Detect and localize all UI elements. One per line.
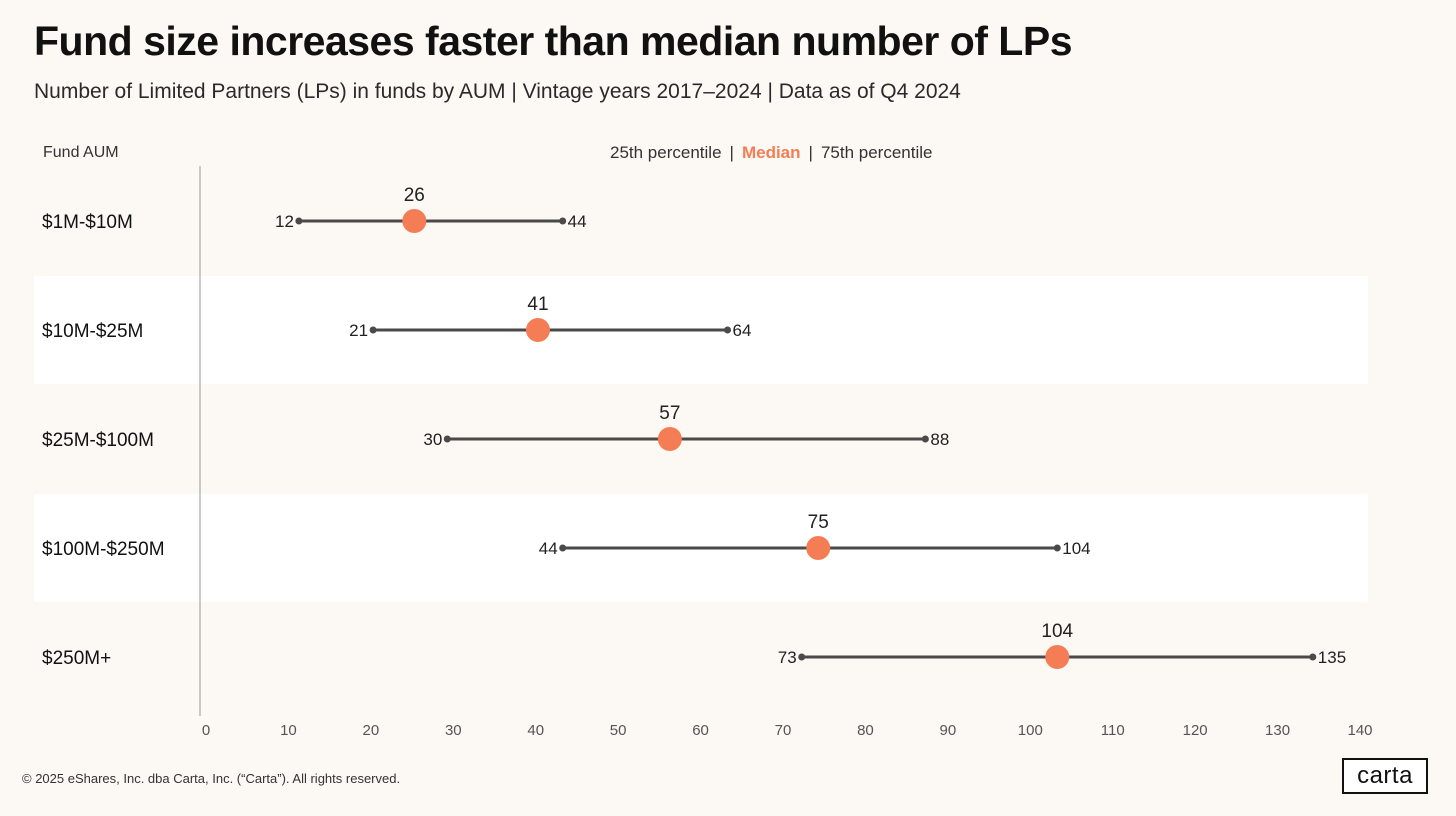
y-axis-header: Fund AUM xyxy=(43,144,119,161)
category-label: $25M-$100M xyxy=(42,430,154,451)
median-label: 57 xyxy=(659,403,680,424)
median-label: 104 xyxy=(1041,621,1073,642)
data-row: $1M-$10M 12 44 26 xyxy=(42,185,587,233)
median-point xyxy=(525,318,550,342)
median-point xyxy=(806,536,831,560)
data-row: $250M+ 73 135 104 xyxy=(42,621,1346,669)
p75-label: 44 xyxy=(568,212,587,231)
p75-point xyxy=(921,435,929,443)
x-tick-label: 40 xyxy=(527,722,544,739)
x-tick-label: 120 xyxy=(1183,722,1208,739)
median-label: 41 xyxy=(527,294,548,315)
copyright-footer: © 2025 eShares, Inc. dba Carta, Inc. (“C… xyxy=(22,771,401,786)
p75-label: 135 xyxy=(1318,648,1346,667)
x-tick-label: 70 xyxy=(775,722,792,739)
carta-logo: carta xyxy=(1342,758,1428,794)
legend-p75: 75th percentile xyxy=(820,143,933,162)
chart-title: Fund size increases faster than median n… xyxy=(34,18,1073,64)
chart-subtitle: Number of Limited Partners (LPs) in fund… xyxy=(34,80,961,103)
p25-label: 44 xyxy=(539,539,558,558)
x-tick-label: 60 xyxy=(692,722,709,739)
x-tick-label: 90 xyxy=(940,722,957,739)
category-label: $100M-$250M xyxy=(42,539,165,560)
category-label: $250M+ xyxy=(42,648,111,669)
p25-point xyxy=(369,326,377,334)
median-point xyxy=(657,427,682,451)
data-row: $25M-$100M 30 88 57 xyxy=(42,403,949,451)
data-row: $10M-$25M 21 64 41 xyxy=(42,294,751,342)
p25-label: 12 xyxy=(275,212,294,231)
p25-label: 21 xyxy=(349,321,368,340)
x-tick-label: 100 xyxy=(1018,722,1043,739)
p75-point xyxy=(1053,544,1061,552)
category-label: $1M-$10M xyxy=(42,212,133,233)
p75-label: 64 xyxy=(733,321,752,340)
p75-label: 88 xyxy=(930,430,949,449)
x-tick-label: 0 xyxy=(202,722,210,739)
x-tick-label: 20 xyxy=(363,722,380,739)
legend-separator: | xyxy=(729,143,734,162)
median-point xyxy=(1045,645,1070,669)
category-label: $10M-$25M xyxy=(42,321,143,342)
median-label: 75 xyxy=(808,512,829,533)
p75-point xyxy=(724,326,732,334)
x-tick-label: 110 xyxy=(1101,722,1125,739)
p25-label: 73 xyxy=(778,648,797,667)
x-tick-label: 10 xyxy=(280,722,297,739)
legend-p25: 25th percentile xyxy=(610,143,722,162)
legend-separator: | xyxy=(808,143,813,162)
x-tick-label: 50 xyxy=(610,722,627,739)
x-tick-label: 140 xyxy=(1347,722,1372,739)
x-tick-label: 30 xyxy=(445,722,462,739)
p75-label: 104 xyxy=(1062,539,1090,558)
p75-point xyxy=(1309,653,1317,661)
data-row: $100M-$250M 44 104 75 xyxy=(42,512,1091,560)
legend: 25th percentile | Median | 75th percentile xyxy=(610,143,932,163)
p25-point xyxy=(295,217,303,225)
median-label: 26 xyxy=(404,185,425,206)
p25-point xyxy=(443,435,451,443)
x-tick-label: 130 xyxy=(1265,722,1290,739)
median-point xyxy=(402,209,427,233)
p25-point xyxy=(559,544,567,552)
p25-label: 30 xyxy=(423,430,442,449)
legend-median: Median xyxy=(741,143,801,162)
p75-point xyxy=(559,217,567,225)
p25-point xyxy=(798,653,806,661)
x-tick-label: 80 xyxy=(857,722,874,739)
